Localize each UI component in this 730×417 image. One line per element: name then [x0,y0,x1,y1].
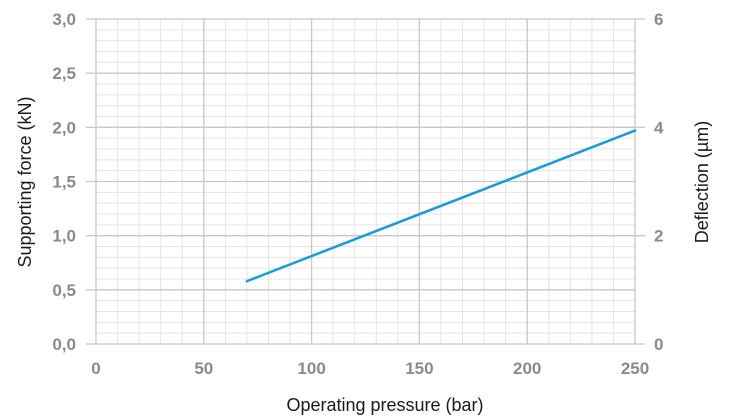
x-axis-title: Operating pressure (bar) [286,395,483,415]
y2-axis-title: Deflection (µm) [692,121,712,243]
x-tick-label: 150 [405,359,433,378]
y2-tick-label: 0 [654,335,663,354]
y-tick-label: 0,5 [52,281,76,300]
x-tick-label: 200 [513,359,541,378]
y2-tick-label: 6 [654,10,663,29]
series-line [245,129,637,283]
y-tick-label: 2,0 [52,118,76,137]
grid [86,18,645,345]
y-tick-label: 1,0 [52,227,76,246]
y-tick-label: 2,5 [52,64,76,83]
x-tick-label: 0 [91,359,100,378]
series-layer [245,129,637,283]
y2-tick-label: 2 [654,227,663,246]
y-axis-title: Supporting force (kN) [15,96,35,267]
y-tick-label: 1,5 [52,173,76,192]
x-tick-label: 250 [621,359,649,378]
y-tick-label: 3,0 [52,10,76,29]
y-tick-label: 0,0 [52,335,76,354]
x-tick-label: 100 [297,359,325,378]
y2-tick-label: 4 [654,118,664,137]
tick-labels: 0 50 100 150 200 250 0,0 0,5 1,0 1,5 2,0 2,5 3,0 0 2 4 6 [52,10,664,378]
x-tick-label: 50 [194,359,213,378]
